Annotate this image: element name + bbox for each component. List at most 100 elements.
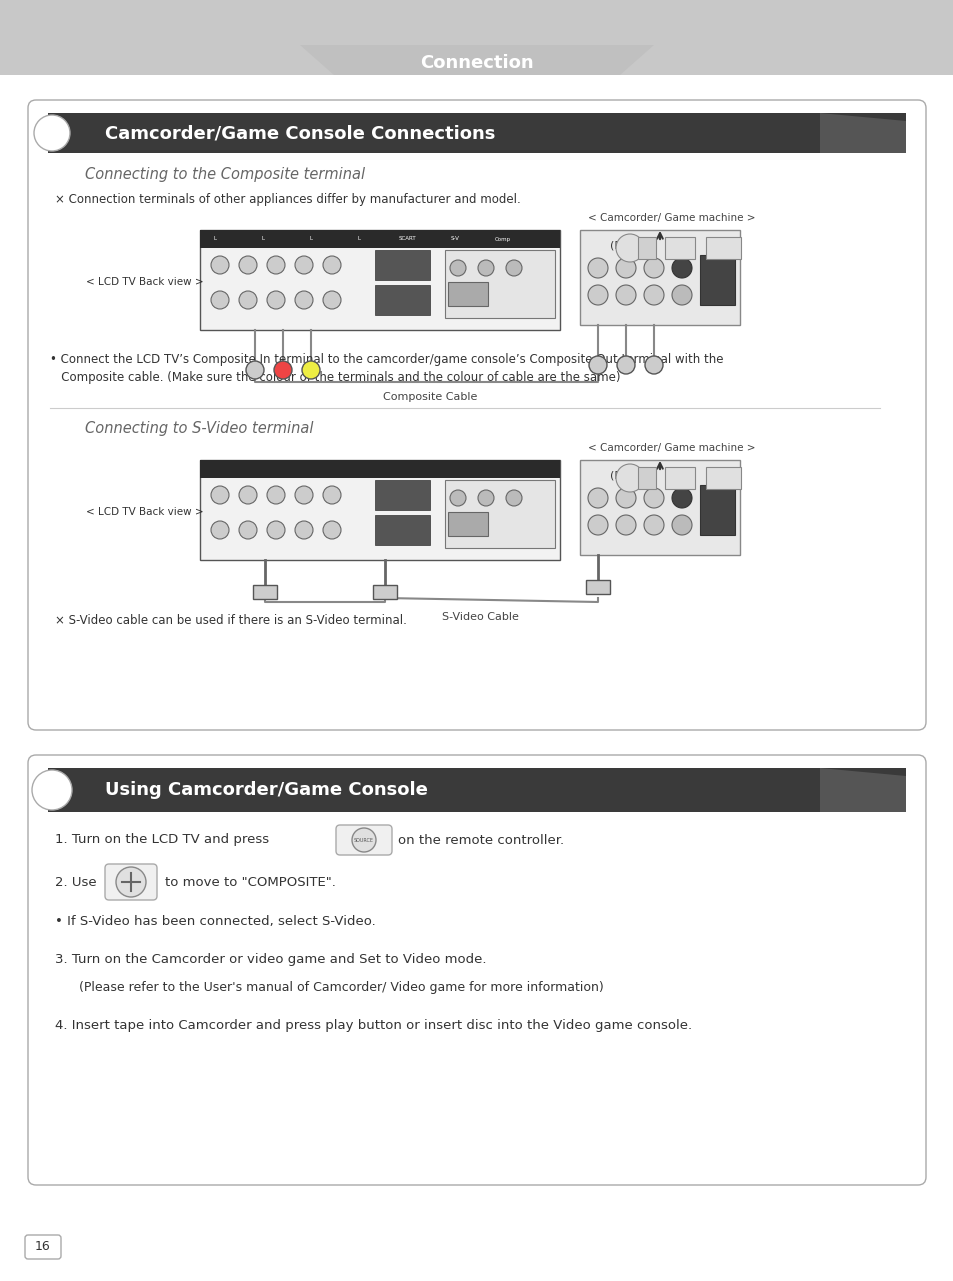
- Circle shape: [294, 291, 313, 309]
- Circle shape: [616, 257, 636, 278]
- Circle shape: [274, 361, 292, 379]
- Circle shape: [34, 115, 70, 151]
- Text: × Connection terminals of other appliances differ by manufacturer and model.: × Connection terminals of other applianc…: [55, 193, 520, 206]
- Circle shape: [267, 485, 285, 503]
- Circle shape: [302, 361, 319, 379]
- Bar: [448, 512, 488, 535]
- Circle shape: [239, 256, 256, 274]
- Circle shape: [588, 356, 606, 374]
- Text: Composite cable. (Make sure the colour of the terminals and the colour of cable : Composite cable. (Make sure the colour o…: [50, 371, 619, 384]
- Text: < Camcorder/ Game machine >: < Camcorder/ Game machine >: [588, 443, 755, 453]
- Bar: [638, 237, 656, 259]
- Bar: [48, 113, 905, 152]
- Circle shape: [477, 260, 494, 275]
- Bar: [375, 284, 430, 315]
- Text: (Please refer to the User's manual of Camcorder/ Video game for more information: (Please refer to the User's manual of Ca…: [55, 981, 603, 994]
- Circle shape: [211, 256, 229, 274]
- Text: SCART: SCART: [397, 237, 416, 242]
- Text: 3. Turn on the Camcorder or video game and Set to Video mode.: 3. Turn on the Camcorder or video game a…: [55, 953, 486, 966]
- Bar: [200, 460, 559, 560]
- Bar: [579, 460, 740, 555]
- Text: Connection: Connection: [419, 54, 534, 72]
- Bar: [444, 250, 555, 318]
- Text: < LCD TV Back view >: < LCD TV Back view >: [86, 507, 204, 518]
- Polygon shape: [820, 113, 905, 152]
- Text: 1. Turn on the LCD TV and press: 1. Turn on the LCD TV and press: [55, 834, 269, 847]
- Text: to move to "COMPOSITE".: to move to "COMPOSITE".: [165, 875, 335, 889]
- Circle shape: [352, 828, 375, 852]
- Bar: [664, 468, 695, 489]
- Circle shape: [267, 291, 285, 309]
- Circle shape: [239, 521, 256, 539]
- Circle shape: [643, 515, 663, 535]
- Text: Connecting to S-Video terminal: Connecting to S-Video terminal: [85, 420, 314, 436]
- Bar: [375, 250, 430, 281]
- Circle shape: [644, 356, 662, 374]
- Circle shape: [671, 488, 691, 509]
- Circle shape: [323, 256, 340, 274]
- Bar: [48, 769, 905, 812]
- Circle shape: [323, 521, 340, 539]
- Circle shape: [616, 284, 636, 305]
- Circle shape: [294, 256, 313, 274]
- Circle shape: [323, 291, 340, 309]
- Text: < Camcorder/ Game machine >: < Camcorder/ Game machine >: [588, 213, 755, 223]
- Circle shape: [616, 234, 643, 263]
- Bar: [444, 480, 555, 548]
- Text: (R)  (L): (R) (L): [609, 240, 648, 250]
- Circle shape: [239, 485, 256, 503]
- Circle shape: [239, 291, 256, 309]
- Bar: [0, 0, 953, 76]
- Bar: [375, 480, 430, 510]
- Bar: [705, 468, 740, 489]
- Circle shape: [643, 284, 663, 305]
- Text: L: L: [309, 237, 313, 242]
- Text: • If S-Video has been connected, select S-Video.: • If S-Video has been connected, select …: [55, 916, 375, 929]
- Bar: [579, 231, 740, 325]
- Circle shape: [616, 464, 643, 492]
- Text: on the remote controller.: on the remote controller.: [397, 834, 563, 847]
- Bar: [373, 585, 396, 600]
- Circle shape: [211, 291, 229, 309]
- Text: Using Camcorder/Game Console: Using Camcorder/Game Console: [105, 781, 428, 799]
- Bar: [700, 485, 734, 535]
- Text: (R)  (L): (R) (L): [609, 470, 648, 480]
- Bar: [705, 237, 740, 259]
- Circle shape: [671, 257, 691, 278]
- Circle shape: [616, 515, 636, 535]
- Bar: [664, 237, 695, 259]
- Circle shape: [671, 515, 691, 535]
- Text: Comp: Comp: [495, 237, 511, 242]
- Polygon shape: [299, 45, 654, 76]
- Text: L: L: [261, 237, 264, 242]
- Bar: [253, 585, 276, 600]
- Text: S-Video Cable: S-Video Cable: [441, 612, 517, 623]
- Bar: [448, 282, 488, 306]
- FancyBboxPatch shape: [28, 100, 925, 730]
- Circle shape: [643, 488, 663, 509]
- Polygon shape: [820, 769, 905, 812]
- Text: < LCD TV Back view >: < LCD TV Back view >: [86, 277, 204, 287]
- Text: Composite Cable: Composite Cable: [382, 392, 476, 402]
- Circle shape: [294, 521, 313, 539]
- Circle shape: [267, 256, 285, 274]
- FancyBboxPatch shape: [105, 863, 157, 901]
- Bar: [200, 231, 559, 249]
- Bar: [200, 460, 559, 478]
- Circle shape: [450, 491, 465, 506]
- Circle shape: [323, 485, 340, 503]
- Text: 4. Insert tape into Camcorder and press play button or insert disc into the Vide: 4. Insert tape into Camcorder and press …: [55, 1018, 691, 1031]
- Text: • Connect the LCD TV’s Composite In terminal to the camcorder/game console’s Com: • Connect the LCD TV’s Composite In term…: [50, 354, 722, 366]
- Circle shape: [450, 260, 465, 275]
- Bar: [200, 231, 559, 330]
- Text: 2. Use: 2. Use: [55, 875, 96, 889]
- Text: 16: 16: [35, 1240, 51, 1254]
- Circle shape: [505, 260, 521, 275]
- Circle shape: [587, 515, 607, 535]
- Text: S-V: S-V: [450, 237, 459, 242]
- Bar: [585, 580, 609, 594]
- Text: L: L: [213, 237, 216, 242]
- Circle shape: [617, 356, 635, 374]
- Circle shape: [267, 521, 285, 539]
- Text: Connecting to the Composite terminal: Connecting to the Composite terminal: [85, 168, 365, 182]
